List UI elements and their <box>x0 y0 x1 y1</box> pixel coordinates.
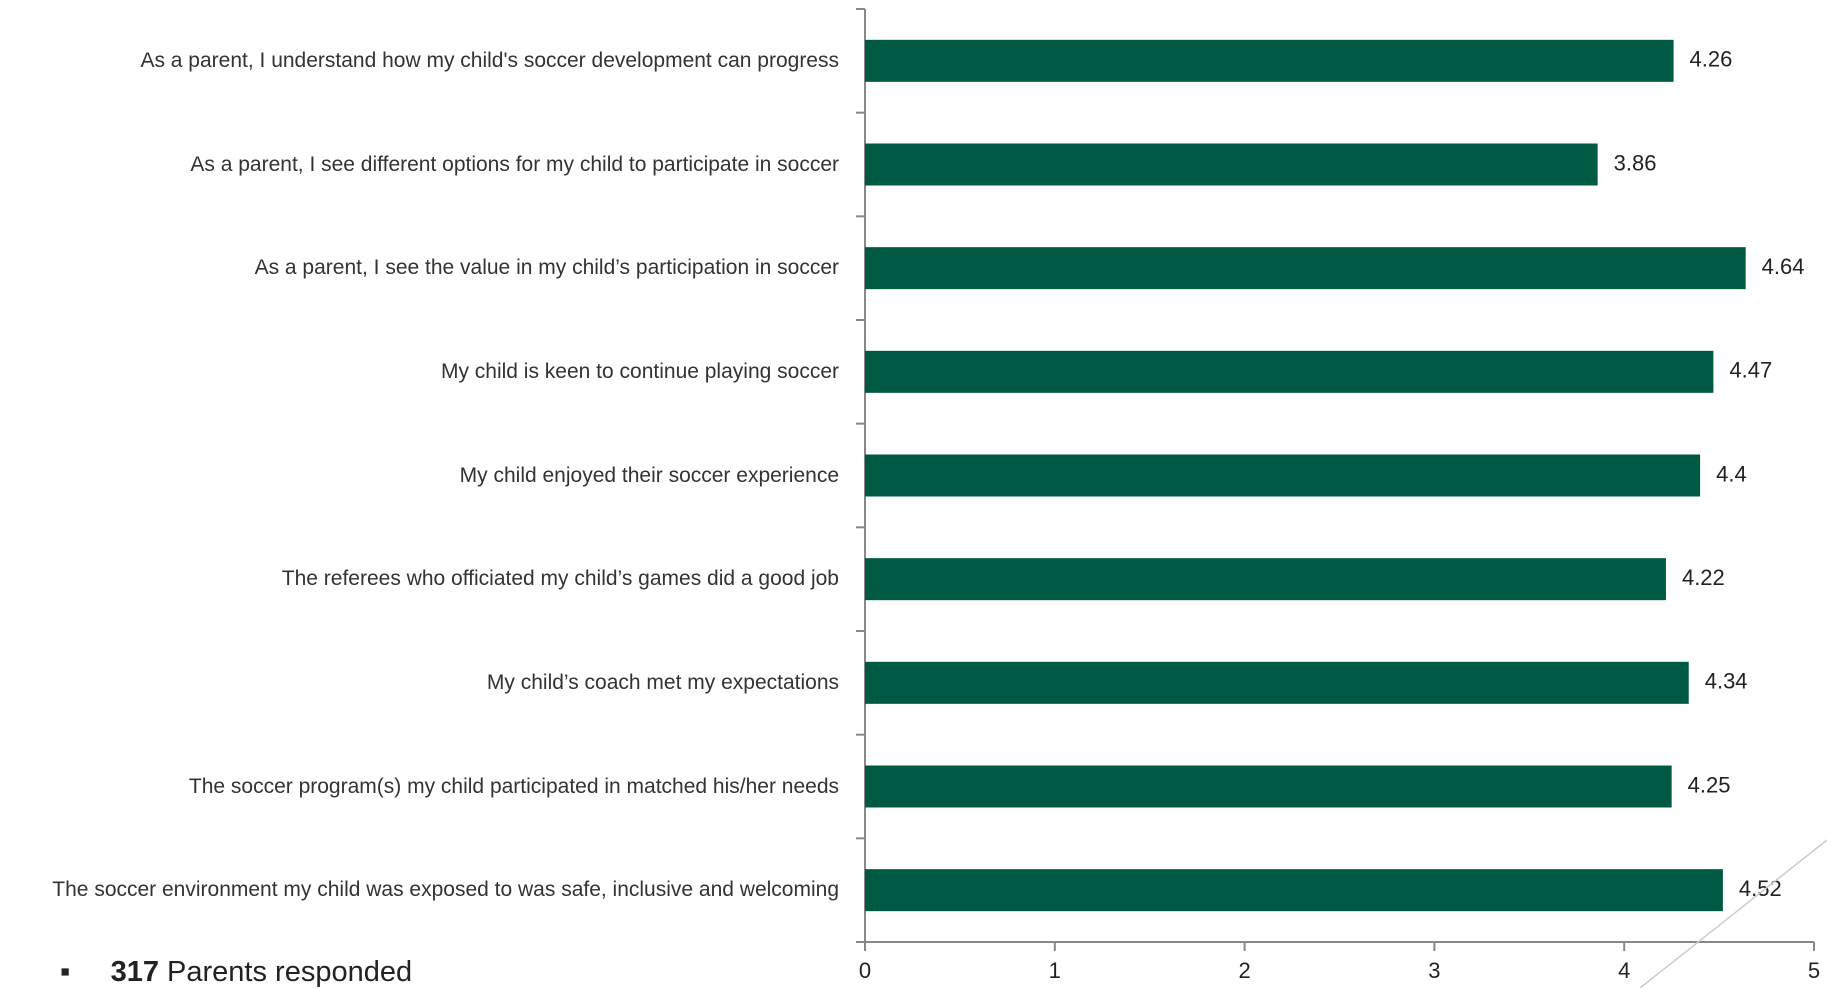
value-label: 4.52 <box>1739 876 1782 901</box>
bar <box>865 247 1746 290</box>
bar <box>865 350 1714 393</box>
x-tick-label: 3 <box>1428 958 1440 983</box>
x-tick-label: 4 <box>1618 958 1630 983</box>
x-tick-label: 2 <box>1238 958 1250 983</box>
bar <box>865 869 1723 912</box>
note: ▪ 317 Parents responded <box>60 956 413 988</box>
y-tick-label: My child is keen to continue playing soc… <box>9 355 839 389</box>
y-tick-text: As a parent, I understand how my child's… <box>140 48 839 72</box>
y-tick-label: The referees who officiated my child’s g… <box>9 562 839 596</box>
y-tick-text: The soccer environment my child was expo… <box>52 878 839 902</box>
x-tick-label: 1 <box>1049 958 1061 983</box>
y-tick-text: The referees who officiated my child’s g… <box>281 567 839 591</box>
note-text: Parents responded <box>167 956 413 988</box>
x-tick-label: 0 <box>859 958 871 983</box>
y-tick-label: As a parent, I understand how my child's… <box>9 44 839 78</box>
value-label: 4.34 <box>1705 669 1748 694</box>
y-tick-label: As a parent, I see different options for… <box>9 148 839 182</box>
bar <box>865 661 1689 704</box>
bar <box>865 765 1672 808</box>
bar <box>865 39 1674 82</box>
value-label: 4.4 <box>1716 461 1747 486</box>
x-tick-label: 5 <box>1808 958 1820 983</box>
y-tick-label: The soccer environment my child was expo… <box>9 873 839 907</box>
y-tick-label: My child enjoyed their soccer experience <box>9 459 839 493</box>
value-label: 3.86 <box>1614 150 1657 175</box>
y-tick-text: The soccer program(s) my child participa… <box>188 774 839 798</box>
y-tick-text: My child’s coach met my expectations <box>486 670 839 694</box>
bar <box>865 558 1666 601</box>
y-tick-text: My child is keen to continue playing soc… <box>440 359 839 383</box>
y-tick-label: As a parent, I see the value in my child… <box>9 251 839 285</box>
y-tick-label: The soccer program(s) my child participa… <box>9 770 839 804</box>
value-label: 4.47 <box>1729 358 1772 383</box>
y-tick-label: My child’s coach met my expectations <box>9 666 839 700</box>
decoration <box>1639 839 1827 988</box>
value-label: 4.26 <box>1690 47 1733 72</box>
bar <box>865 454 1701 497</box>
note-count: 317 <box>110 956 159 988</box>
y-tick-text: As a parent, I see the value in my child… <box>254 256 839 280</box>
y-tick-text: As a parent, I see different options for… <box>190 152 839 176</box>
value-label: 4.22 <box>1682 565 1725 590</box>
value-label: 4.25 <box>1688 772 1731 797</box>
y-tick-text: My child enjoyed their soccer experience <box>459 463 839 487</box>
bar <box>865 143 1598 186</box>
value-label: 4.64 <box>1762 254 1805 279</box>
